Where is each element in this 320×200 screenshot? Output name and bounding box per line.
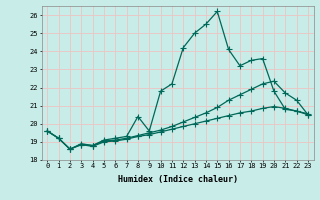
X-axis label: Humidex (Indice chaleur): Humidex (Indice chaleur) xyxy=(118,175,237,184)
